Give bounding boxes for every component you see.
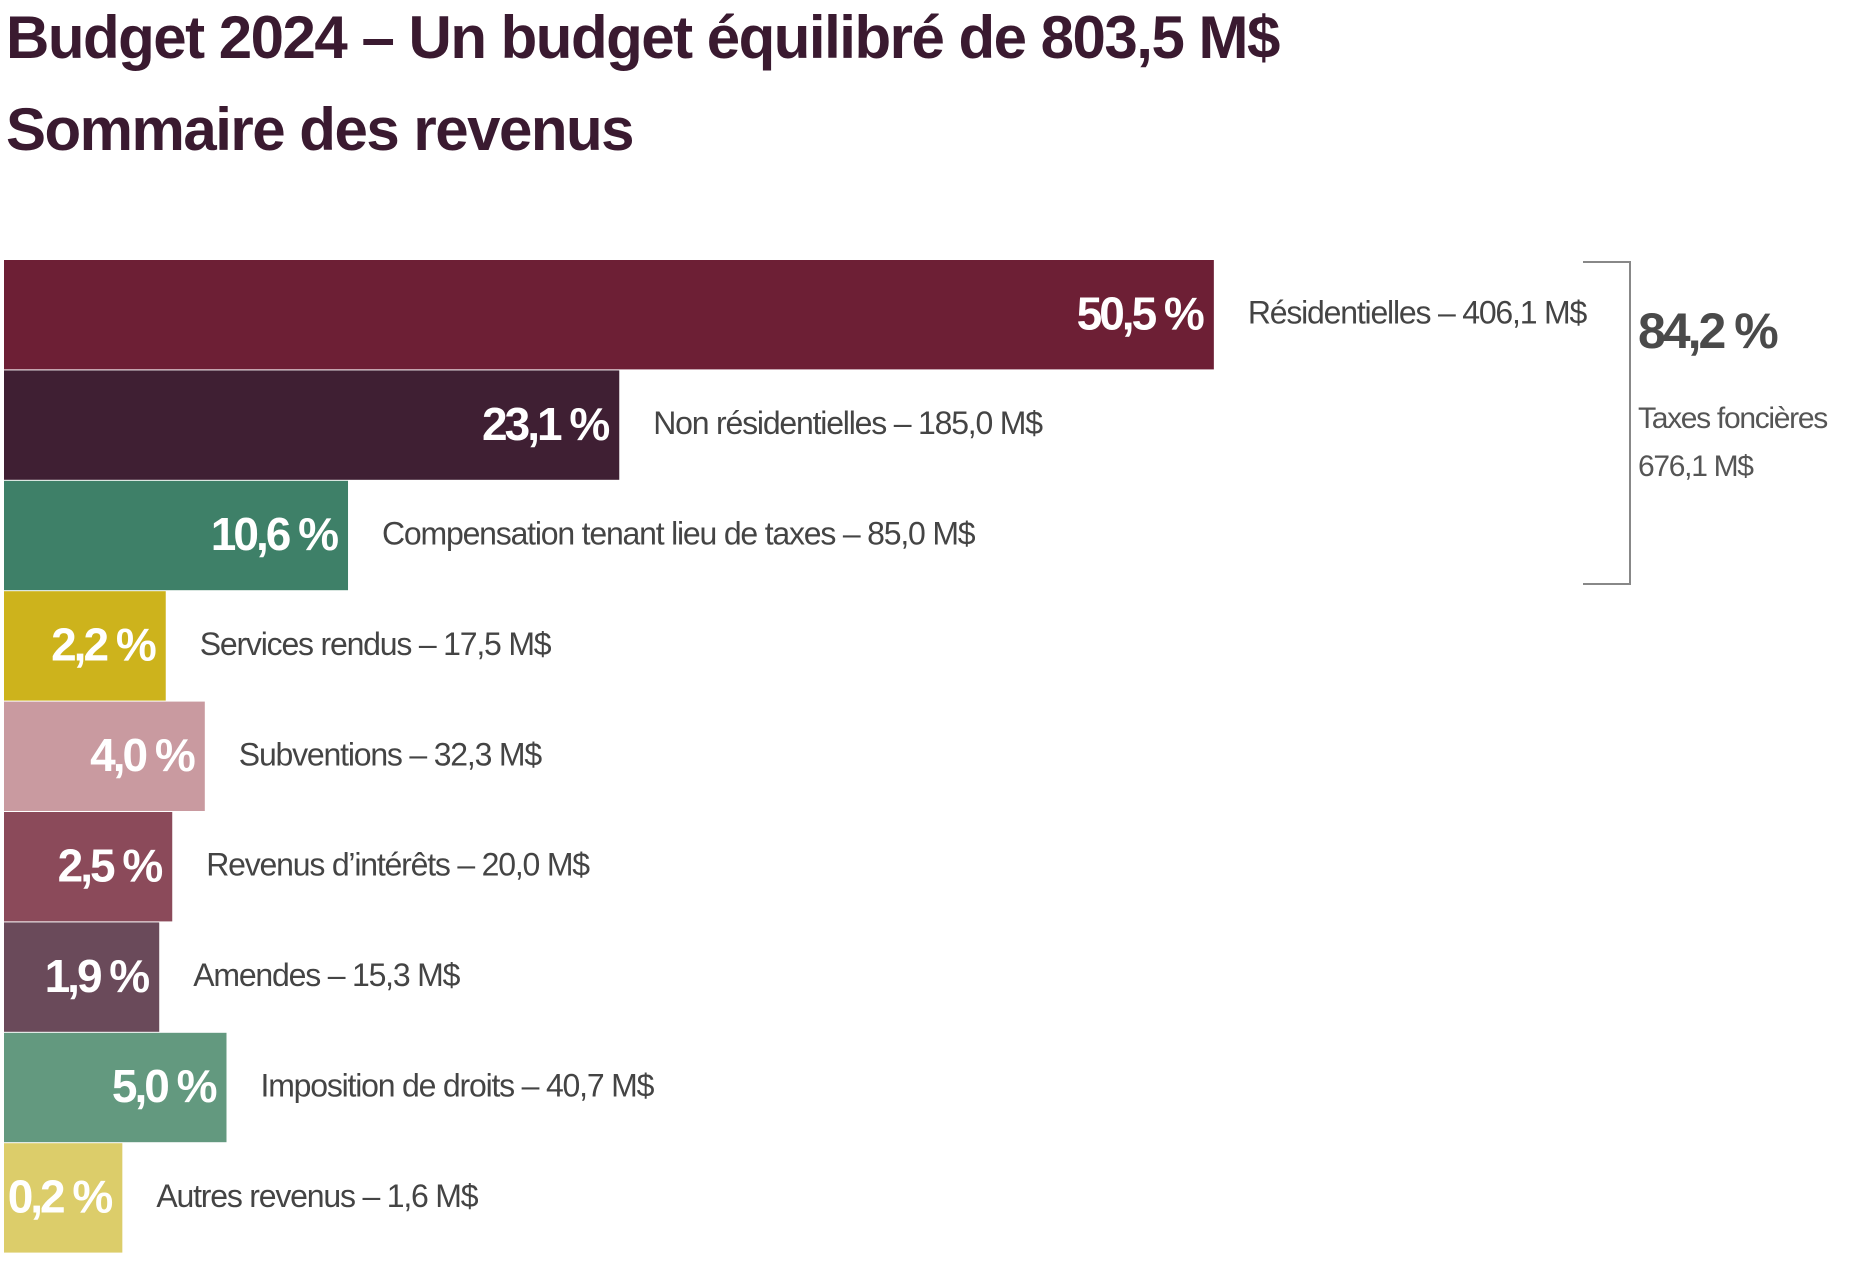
annotation: 676,1 M$ bbox=[1638, 450, 1754, 483]
bar bbox=[4, 1143, 123, 1253]
value-label: 1,9 % bbox=[45, 950, 150, 1002]
category-label: Imposition de droits – 40,7 M$ bbox=[261, 1067, 655, 1103]
value-label: 23,1 % bbox=[482, 398, 609, 450]
bar bbox=[4, 591, 166, 701]
chart-subtitle: Sommaire des revenus bbox=[6, 96, 633, 163]
bar bbox=[4, 812, 173, 922]
value-label: 10,6 % bbox=[211, 508, 338, 560]
value-label: 0,2 % bbox=[8, 1171, 113, 1223]
category-label: Amendes – 15,3 M$ bbox=[193, 957, 460, 993]
category-label: Autres revenus – 1,6 M$ bbox=[156, 1178, 478, 1214]
category-label: Services rendus – 17,5 M$ bbox=[200, 626, 552, 662]
category-label: Résidentielles – 406,1 M$ bbox=[1248, 295, 1588, 331]
value-label: 5,0 % bbox=[112, 1060, 217, 1112]
bar bbox=[4, 1032, 227, 1143]
bar bbox=[4, 922, 160, 1032]
bracket bbox=[1583, 261, 1631, 585]
value-label: 4,0 % bbox=[90, 729, 195, 781]
value-label: 2,5 % bbox=[58, 839, 163, 891]
category-label: Compensation tenant lieu de taxes – 85,0… bbox=[382, 515, 976, 551]
chart-title: Budget 2024 – Un budget équilibré de 803… bbox=[6, 4, 1280, 71]
annotation: Taxes foncières bbox=[1638, 402, 1827, 435]
annotation: 84,2 % bbox=[1638, 303, 1778, 359]
value-label: 2,2 % bbox=[51, 619, 156, 671]
bar bbox=[4, 701, 205, 811]
bar bbox=[4, 370, 620, 480]
category-label: Non résidentielles – 185,0 M$ bbox=[653, 405, 1043, 441]
value-label: 50,5 % bbox=[1077, 287, 1204, 339]
category-label: Revenus d’intérêts – 20,0 M$ bbox=[206, 847, 590, 883]
bar bbox=[4, 480, 349, 591]
bar bbox=[4, 260, 1214, 370]
category-label: Subventions – 32,3 M$ bbox=[239, 736, 543, 772]
